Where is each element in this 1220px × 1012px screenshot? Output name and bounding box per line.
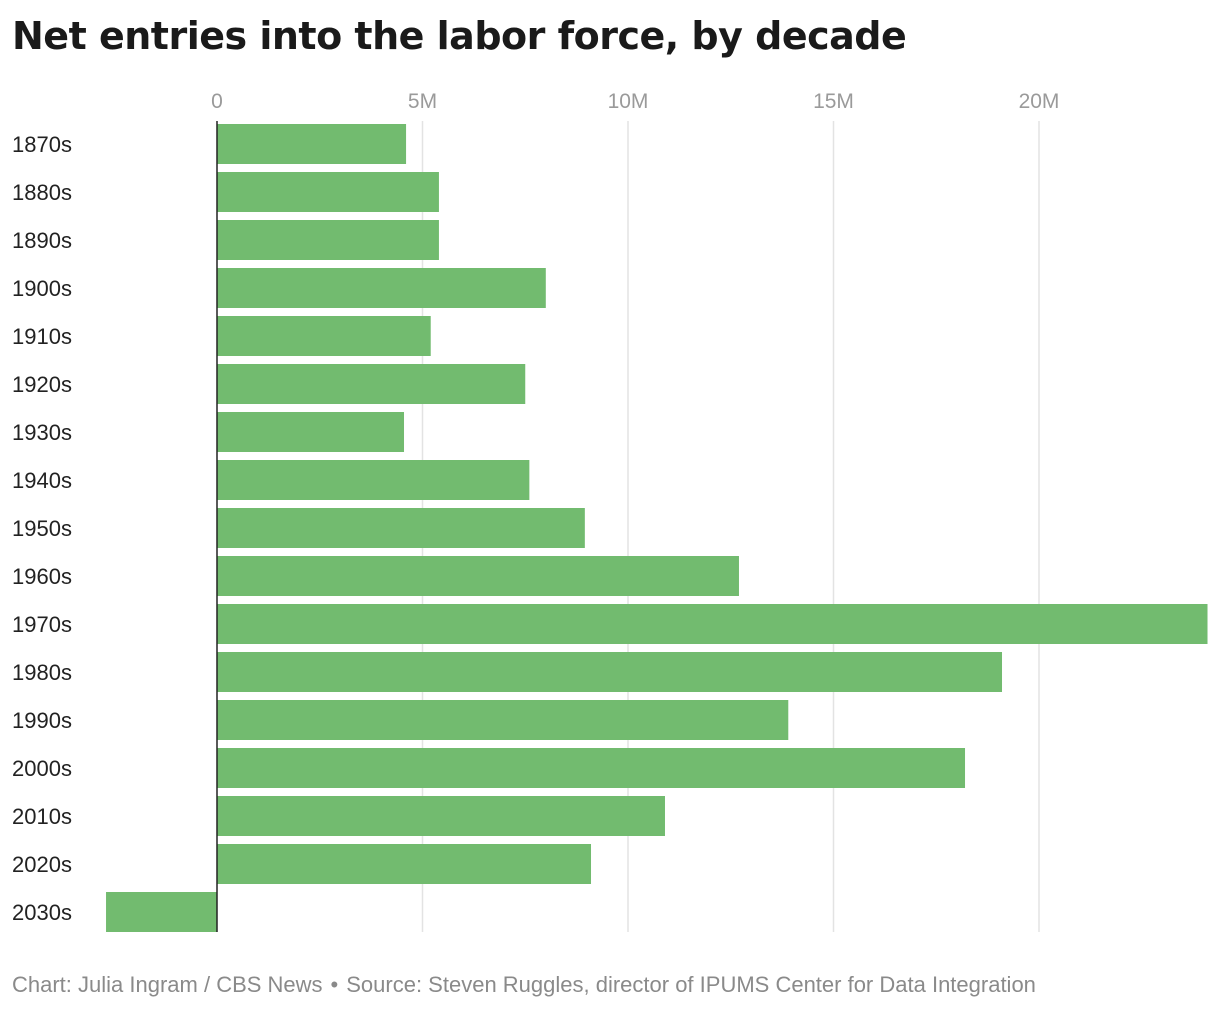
x-axis-ticks: 0 5M 10M 15M 20M [211,90,1059,113]
category-label: 1980s [12,660,72,685]
category-label: 1890s [12,228,72,253]
category-label: 2000s [12,756,72,781]
x-tick-label: 0 [211,90,223,113]
category-label: 1990s [12,708,72,733]
category-label: 1910s [12,324,72,349]
chart-credit: Chart: Julia Ingram / CBS News [12,972,323,997]
bar-2030s [106,892,217,932]
bar-1870s [217,124,407,164]
bar-1920s [217,364,526,404]
x-tick-label: 20M [1019,90,1060,113]
category-label: 1970s [12,612,72,637]
bar-chart: 0 5M 10M 15M 20M 1870s 1880s 1890s 1900s 1910s 19… [12,90,1208,932]
category-label: 1900s [12,276,72,301]
bar-1880s [217,172,439,212]
x-tick-label: 10M [608,90,649,113]
bar-1940s [217,460,530,500]
bar-1950s [217,508,585,548]
x-tick-label: 15M [813,90,854,113]
category-labels: 1870s 1880s 1890s 1900s 1910s 1920s 1930s 1940s… [12,132,72,925]
bars [106,124,1208,932]
category-label: 1880s [12,180,72,205]
bar-1990s [217,700,789,740]
bar-2000s [217,748,966,788]
category-label: 1950s [12,516,72,541]
footer-separator: • [330,972,339,997]
bar-1890s [217,220,439,260]
category-label: 2020s [12,852,72,877]
category-label: 1930s [12,420,72,445]
chart-title: Net entries into the labor force, by dec… [12,14,907,58]
bar-1980s [217,652,1003,692]
x-tick-label: 5M [408,90,437,113]
bar-1960s [217,556,739,596]
category-label: 1920s [12,372,72,397]
bar-2020s [217,844,592,884]
bar-1910s [217,316,431,356]
chart-source: Source: Steven Ruggles, director of IPUM… [346,972,1036,997]
chart-footer: Chart: Julia Ingram / CBS News • Source: S… [12,972,1036,998]
category-label: 1870s [12,132,72,157]
category-label: 2010s [12,804,72,829]
category-label: 1940s [12,468,72,493]
category-label: 2030s [12,900,72,925]
bar-2010s [217,796,665,836]
bar-1900s [217,268,546,308]
category-label: 1960s [12,564,72,589]
bar-1930s [217,412,405,452]
bar-1970s [217,604,1208,644]
